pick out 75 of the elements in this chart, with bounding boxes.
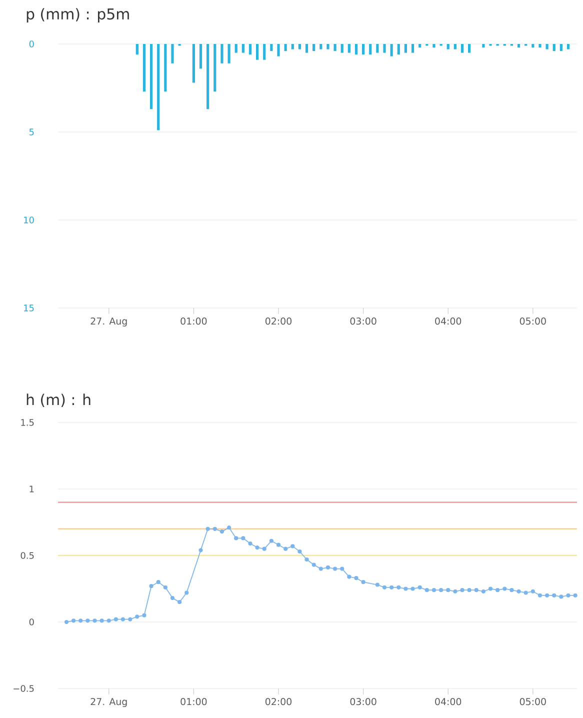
bar <box>214 44 216 92</box>
bar <box>340 44 344 53</box>
x-tick-label: 02:00 <box>265 698 292 706</box>
bar <box>298 44 301 50</box>
y-tick-label: 0 <box>29 40 34 48</box>
bar <box>326 44 330 50</box>
bar <box>164 44 167 92</box>
bar <box>220 44 224 64</box>
bar <box>411 44 414 53</box>
bar <box>242 44 244 53</box>
bar <box>348 44 350 53</box>
y-tick-label: 1 <box>30 486 34 492</box>
bar <box>136 44 138 55</box>
bar <box>312 44 316 52</box>
bar <box>150 44 153 110</box>
y-tick-label: 10 <box>24 216 34 224</box>
bar <box>454 44 456 50</box>
x-tick-label: 04:00 <box>435 318 462 325</box>
chart-title: h (m) : h <box>26 394 90 407</box>
x-tick-label: 04:00 <box>435 698 462 706</box>
x-tick-label: 01:00 <box>180 698 207 706</box>
bar <box>566 44 570 50</box>
x-tick-label: 03:00 <box>350 318 376 325</box>
bar <box>390 44 393 56</box>
bar <box>468 44 471 53</box>
bar <box>277 44 280 56</box>
chart-title: p (mm) : p5m <box>26 8 129 22</box>
bar <box>397 44 400 55</box>
bar <box>383 44 386 53</box>
bar <box>334 44 336 52</box>
bar <box>552 44 556 52</box>
x-tick-label: 05:00 <box>520 698 546 706</box>
x-tick-label: 27. Aug <box>90 698 127 708</box>
bar <box>376 44 379 53</box>
bar <box>284 44 287 52</box>
bar <box>432 44 436 48</box>
bar <box>192 44 195 83</box>
bar <box>362 44 365 55</box>
bar <box>560 44 562 52</box>
x-tick-label: 05:00 <box>520 318 546 325</box>
y-tick-label: −0.5 <box>14 685 34 692</box>
bar <box>291 44 294 50</box>
bar <box>199 44 202 69</box>
x-tick-label: 03:00 <box>350 698 376 706</box>
bar <box>228 44 230 64</box>
bar <box>418 44 422 48</box>
bar <box>446 44 450 50</box>
bar <box>404 44 408 53</box>
y-tick-label: 0 <box>29 618 34 626</box>
bar <box>142 44 146 92</box>
bar <box>369 44 372 55</box>
bar <box>234 44 238 53</box>
bar <box>546 44 548 50</box>
x-tick-label: 27. Aug <box>90 318 127 327</box>
bar <box>538 44 542 48</box>
y-tick-label: 0.5 <box>20 552 34 559</box>
bar <box>305 44 308 53</box>
bar <box>248 44 252 55</box>
bar <box>206 44 210 110</box>
bar <box>460 44 464 53</box>
y-tick-label: 5 <box>29 128 34 136</box>
y-tick-label: 15 <box>24 304 34 312</box>
bar <box>354 44 358 55</box>
bar <box>270 44 273 52</box>
y-tick-label: 1.5 <box>21 419 34 426</box>
bar <box>517 44 520 48</box>
bar <box>320 44 322 50</box>
bar <box>171 44 174 64</box>
bar <box>256 44 259 60</box>
x-tick-label: 01:00 <box>180 318 207 325</box>
x-tick-label: 02:00 <box>265 318 292 325</box>
bar <box>263 44 266 60</box>
bar <box>482 44 485 48</box>
bar <box>157 44 160 130</box>
bar <box>532 44 534 48</box>
